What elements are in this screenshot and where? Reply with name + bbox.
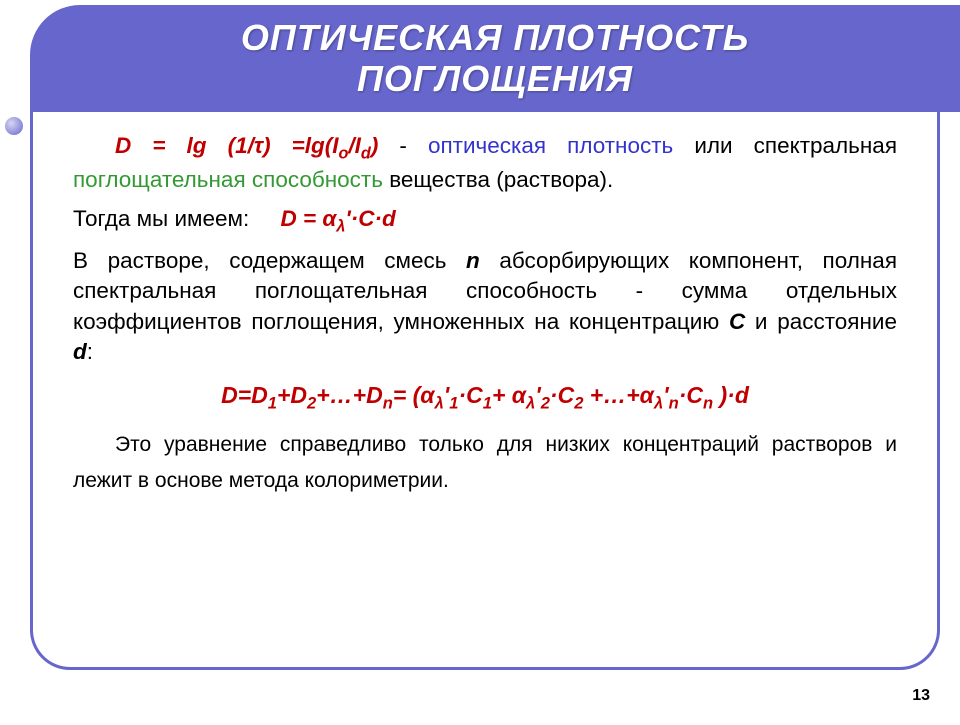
fs-s2: 2 — [307, 393, 316, 412]
p1-mid: или спектральная — [673, 133, 897, 158]
fs-p4: +…+α — [583, 382, 654, 408]
fs-cn: n — [703, 393, 713, 412]
f1-lhs: D = lg (1/ — [115, 133, 254, 158]
f1-sub-o: o — [339, 145, 349, 163]
p1-green: поглощательная способность — [73, 167, 383, 192]
fs-p2: +…+D — [316, 382, 382, 408]
fs-close: )·d — [713, 382, 749, 408]
p1-blue: оптическая плотность — [428, 133, 673, 158]
fs-sn: n — [383, 393, 393, 412]
bullet-icon — [5, 117, 23, 135]
fs-lam1: λ — [435, 393, 444, 412]
paragraph-2: Тогда мы имеем: D = αλ'·C·d — [73, 204, 897, 238]
fs-i2: 2 — [541, 393, 550, 412]
fs-s1: 1 — [268, 393, 277, 412]
p3-t3: и расстояние — [745, 309, 897, 334]
f1-mid: ) =lg(I — [263, 133, 338, 158]
title-line1: ОПТИЧЕСКАЯ ПЛОТНОСТЬ — [241, 17, 749, 58]
fs-in: n — [669, 393, 679, 412]
f1-slash: /I — [348, 133, 361, 158]
f1-tau: τ — [254, 133, 263, 158]
title-line2: ПОГЛОЩЕНИЯ — [357, 58, 633, 99]
p3-t4: : — [87, 339, 93, 364]
p2-lead: Тогда мы имеем: — [73, 206, 249, 231]
content-frame: D = lg (1/τ) =lg(Io/Id) - оптическая пло… — [30, 103, 940, 670]
fs-p1: +D — [277, 382, 307, 408]
p1-dash: - — [399, 133, 428, 158]
p3-t1: В растворе, содержащем смесь — [73, 248, 466, 273]
formula-sum: D=D1+D2+…+Dn= (αλ'1·C1+ αλ'2·C2 +…+αλ'n·… — [73, 382, 897, 414]
f1-sub-d: d — [361, 145, 371, 163]
p1-end: вещества (раствора). — [383, 167, 613, 192]
formula-2: D = αλ'·C·d — [281, 206, 396, 231]
fs-dc1: ·C — [458, 382, 482, 408]
formula-1: D = lg (1/τ) =lg(Io/Id) — [115, 133, 399, 158]
slide-title-bar: ОПТИЧЕСКАЯ ПЛОТНОСТЬ ПОГЛОЩЕНИЯ — [30, 5, 960, 112]
fs-lam3: λ — [654, 393, 663, 412]
f1-rhs: ) — [371, 133, 379, 158]
fs-lhs: D=D — [221, 382, 268, 408]
fs-eq: = (α — [393, 382, 435, 408]
p3-n: n — [466, 248, 480, 273]
p3-C: C — [729, 309, 745, 334]
page-number: 13 — [912, 687, 930, 705]
fs-dcn: ·C — [679, 382, 703, 408]
paragraph-4: Это уравнение справедливо только для низ… — [73, 427, 897, 498]
fs-c1: 1 — [483, 393, 492, 412]
f2b: '·C·d — [345, 206, 395, 231]
fs-p3: + α — [492, 382, 526, 408]
p3-d: d — [73, 339, 87, 364]
paragraph-1: D = lg (1/τ) =lg(Io/Id) - оптическая пло… — [73, 131, 897, 196]
fs-lam2: λ — [526, 393, 535, 412]
paragraph-3: В растворе, содержащем смесь n абсорбиру… — [73, 246, 897, 368]
fs-dc2: ·C — [550, 382, 574, 408]
slide-title: ОПТИЧЕСКАЯ ПЛОТНОСТЬ ПОГЛОЩЕНИЯ — [40, 17, 950, 100]
f2a: D = α — [281, 206, 337, 231]
